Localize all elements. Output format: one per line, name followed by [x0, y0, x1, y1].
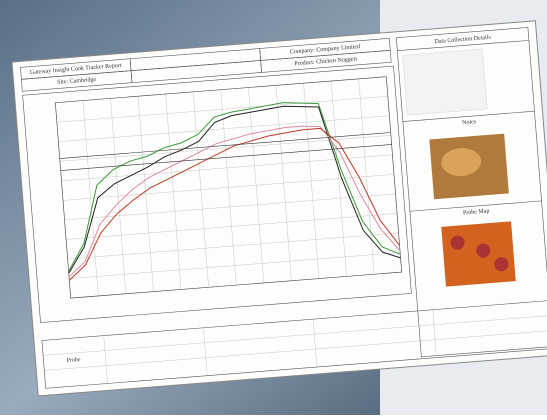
- grid-line: [220, 89, 237, 286]
- table-line: [432, 309, 437, 358]
- grid-line: [193, 91, 209, 288]
- series-line: [68, 125, 401, 278]
- series-line: [68, 102, 401, 272]
- table-line: [203, 327, 208, 376]
- divider: [402, 110, 535, 122]
- grid-line: [248, 87, 264, 283]
- grid-line: [82, 100, 99, 296]
- photo-detail: [441, 148, 482, 177]
- product: Product: Chicken Nuggets: [294, 56, 358, 67]
- grid-line: [165, 94, 182, 290]
- table-line: [44, 330, 547, 371]
- grid-line: [275, 85, 292, 281]
- probe-map-heading: Probe Map: [463, 208, 490, 216]
- paper: [11, 20, 547, 397]
- grid-line: [110, 98, 127, 294]
- grid-line: [330, 81, 347, 277]
- chart-frame: [22, 65, 412, 323]
- table-line: [103, 335, 108, 384]
- table-line: [43, 315, 547, 356]
- grid-line: [358, 78, 375, 275]
- report-page: Gateway Insight Cook Tracker Report Site…: [11, 20, 547, 397]
- probe-spot: [450, 235, 465, 250]
- notes-heading: Notes: [462, 119, 477, 126]
- table-line: [312, 319, 318, 368]
- summary-table: [41, 300, 547, 389]
- plot-area: [55, 76, 403, 299]
- side-box: [395, 27, 547, 358]
- grid-line: [303, 83, 320, 279]
- threshold-line: [60, 144, 392, 171]
- plot: [55, 76, 403, 299]
- probe-spot: [476, 243, 491, 258]
- company: Company: Company Limited: [290, 44, 361, 55]
- series-line: [68, 105, 401, 274]
- threshold-line: [59, 132, 391, 159]
- divider: [409, 200, 542, 212]
- probe-spot: [494, 257, 509, 272]
- site: Site: Cambridge: [57, 77, 97, 86]
- divider: [397, 40, 529, 52]
- details-heading: Data Collection Details: [434, 35, 491, 45]
- table-header: Probe: [66, 357, 81, 364]
- grid-line: [137, 96, 154, 292]
- series-line: [68, 127, 400, 281]
- details-block: [402, 48, 488, 116]
- cell: [260, 49, 392, 73]
